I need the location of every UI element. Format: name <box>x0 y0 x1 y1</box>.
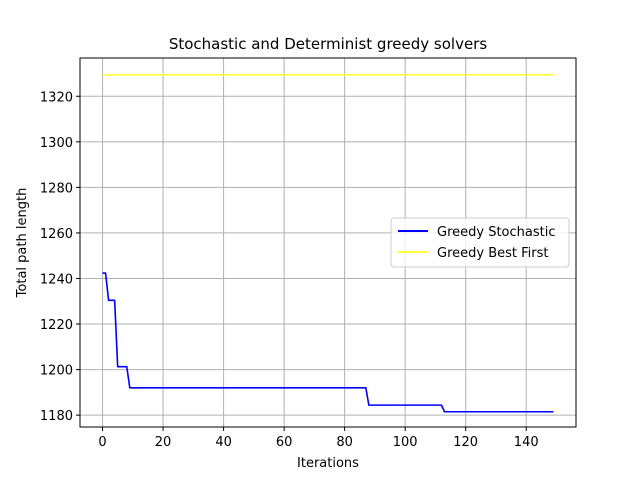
y-tick-label: 1220 <box>40 318 73 333</box>
legend-box <box>390 217 570 268</box>
ticks: 0 20 40 60 80 100 120 140 1180 1200 1220 1240 1260 12… <box>40 90 539 450</box>
legend-label-greedy-stochastic: Greedy Stochastic <box>437 225 556 240</box>
series-line-greedy-stochastic <box>102 272 554 413</box>
y-axis-label: Total path length <box>15 188 30 299</box>
chart-title: Stochastic and Determinist greedy solver… <box>169 35 488 53</box>
series-layer <box>102 74 554 413</box>
y-tick-label: 1200 <box>40 364 73 379</box>
x-tick-label: 20 <box>155 435 172 450</box>
plot-frame <box>79 57 577 428</box>
legend-label-greedy-best-first: Greedy Best First <box>437 246 548 261</box>
x-tick-label: 140 <box>514 435 539 450</box>
x-tick-label: 0 <box>98 435 106 450</box>
y-tick-label: 1280 <box>40 181 73 196</box>
x-tick-label: 120 <box>453 435 478 450</box>
x-axis-label: Iterations <box>297 456 359 471</box>
legend: Greedy Stochastic Greedy Best First <box>390 217 570 268</box>
x-tick-label: 80 <box>336 435 353 450</box>
y-tick-label: 1240 <box>40 272 73 287</box>
x-tick-label: 60 <box>276 435 293 450</box>
x-tick-label: 40 <box>215 435 232 450</box>
grid <box>80 58 576 427</box>
y-tick-label: 1180 <box>40 409 73 424</box>
y-tick-label: 1260 <box>40 227 73 242</box>
y-tick-label: 1300 <box>40 136 73 151</box>
y-tick-label: 1320 <box>40 90 73 105</box>
x-tick-label: 100 <box>393 435 418 450</box>
